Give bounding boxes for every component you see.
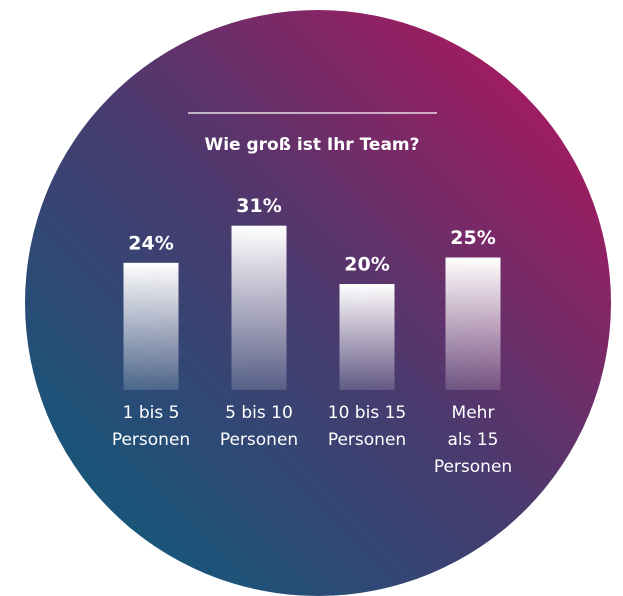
category-label: Personen: [220, 430, 298, 450]
category-label: Personen: [112, 430, 190, 450]
bar: [339, 284, 395, 390]
category-label: als 15: [447, 430, 498, 450]
category-label: 5 bis 10: [225, 403, 293, 423]
bar: [123, 262, 179, 390]
category-label: Mehr: [452, 403, 495, 423]
value-label: 25%: [450, 227, 495, 249]
value-label: 31%: [236, 195, 281, 217]
chart-title: Wie groß ist Ihr Team?: [204, 135, 419, 155]
background-circle: [25, 10, 611, 596]
category-label: 1 bis 5: [123, 403, 180, 423]
value-label: 24%: [128, 232, 173, 254]
bar: [445, 257, 501, 390]
bar: [231, 225, 287, 390]
category-label: Personen: [328, 430, 406, 450]
category-label: 10 bis 15: [328, 403, 406, 423]
value-label: 20%: [344, 254, 389, 276]
category-label: Personen: [434, 457, 512, 477]
